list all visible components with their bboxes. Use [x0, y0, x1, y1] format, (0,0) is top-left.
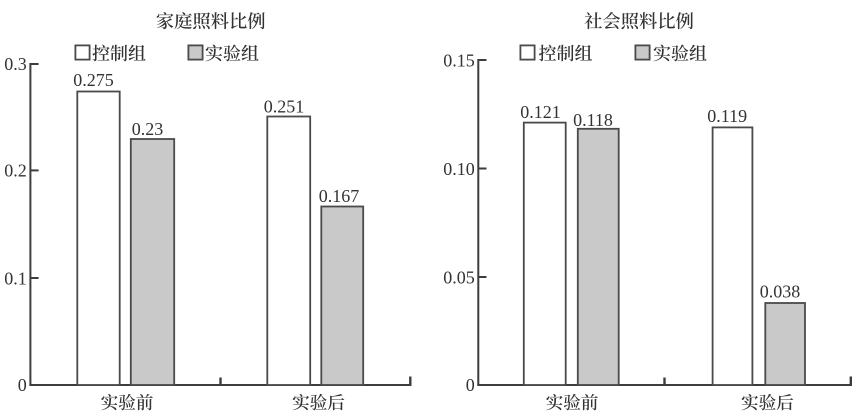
svg-text:0.038: 0.038 — [760, 282, 801, 302]
svg-text:0.15: 0.15 — [443, 51, 475, 71]
svg-text:0: 0 — [18, 375, 27, 395]
svg-text:0.118: 0.118 — [573, 110, 613, 130]
svg-text:0.2: 0.2 — [4, 161, 27, 181]
svg-text:0.1: 0.1 — [4, 268, 27, 288]
svg-text:0.10: 0.10 — [443, 159, 475, 179]
svg-text:0.167: 0.167 — [319, 186, 360, 206]
svg-text:0.3: 0.3 — [4, 54, 27, 74]
svg-text:0.251: 0.251 — [264, 96, 305, 116]
svg-text:0.119: 0.119 — [707, 106, 747, 126]
svg-text:0.275: 0.275 — [73, 70, 114, 90]
svg-text:0.23: 0.23 — [132, 119, 164, 139]
svg-text:0: 0 — [466, 375, 475, 395]
svg-text:0.121: 0.121 — [520, 102, 561, 122]
svg-text:0.05: 0.05 — [443, 267, 475, 287]
